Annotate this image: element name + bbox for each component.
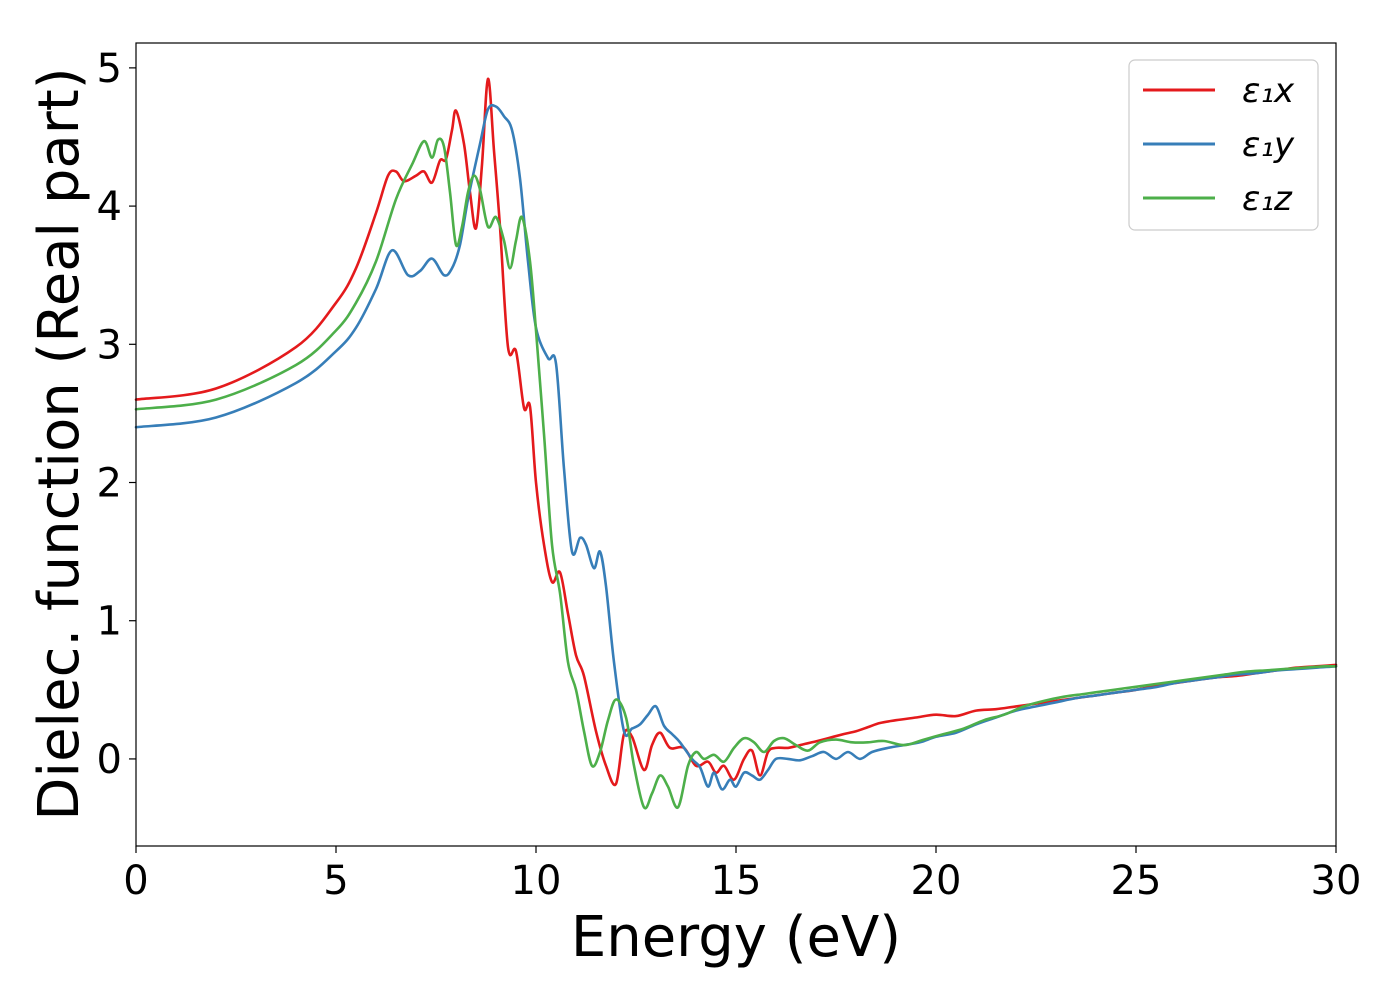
x-tick-label: 5 [323,858,348,904]
legend-label: ε₁x [1242,71,1295,111]
y-tick-label: 1 [97,599,122,645]
x-tick-label: 20 [911,858,962,904]
x-axis-label: Energy (eV) [571,905,901,970]
y-axis-label: Dielec. function (Real part) [27,67,92,820]
legend-label: ε₁z [1242,179,1293,219]
series-line-2 [134,137,1338,810]
y-tick-label: 3 [97,322,122,368]
y-tick-label: 2 [97,461,122,507]
x-tick-label: 25 [1111,858,1162,904]
x-tick-label: 0 [123,858,148,904]
data-lines [134,77,1338,810]
x-tick-label: 30 [1311,858,1362,904]
y-tick-label: 0 [97,737,122,783]
y-tick-label: 5 [97,46,122,92]
x-tick-label: 15 [711,858,762,904]
series-line-1 [134,103,1338,791]
y-tick-label: 4 [97,184,122,230]
legend-label: ε₁y [1242,125,1295,165]
legend-box [1128,59,1319,231]
series-line-0 [134,77,1338,787]
x-axis-ticks: 0 5 10 15 20 25 30 [123,846,1361,904]
y-axis-ticks: 0 1 2 3 4 5 [97,46,136,783]
legend: ε₁x ε₁y ε₁z [1128,59,1319,231]
x-tick-label: 10 [511,858,562,904]
